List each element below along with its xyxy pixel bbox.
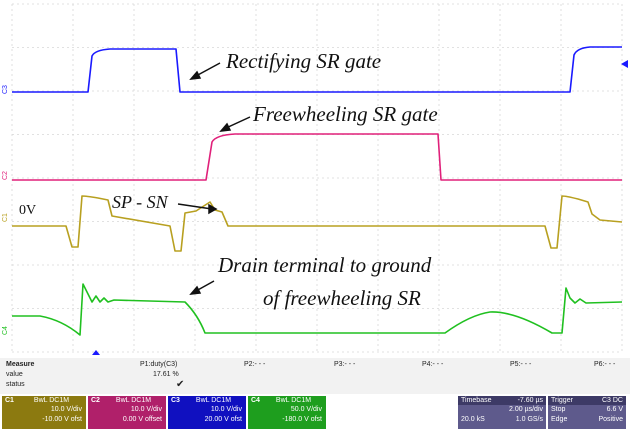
grid	[11, 3, 623, 353]
c4-level-label: C4	[2, 326, 9, 335]
trigger-title: Trigger	[551, 397, 573, 404]
p1-status-check-icon: ✔	[176, 379, 185, 390]
trigger-position-marker	[92, 350, 100, 355]
trigger-level: 6.6 V	[606, 406, 623, 413]
trigger-mode: Stop	[551, 406, 566, 413]
arrow-fw-gate-head	[219, 122, 232, 132]
c3-box-tag: BwL DC1M	[195, 397, 232, 404]
trigger-level-marker	[621, 60, 628, 68]
p4-label[interactable]: P4:- - -	[422, 361, 444, 368]
arrow-sp-sn-head	[208, 203, 218, 215]
arrow-sp-sn	[177, 203, 213, 210]
c2-offset: 0.00 V offset	[122, 416, 162, 423]
traces	[12, 46, 623, 336]
p1-label[interactable]: P1:duty(C3)	[140, 361, 178, 368]
c4-vdiv: 50.0 V/div	[290, 406, 322, 413]
p5-label[interactable]: P5:- - -	[510, 361, 532, 368]
measure-title: Measure	[6, 361, 35, 368]
c2-vdiv: 10.0 V/div	[130, 406, 162, 413]
c4-offset: -180.0 V ofst	[282, 416, 322, 423]
c3-box-name: C3	[171, 397, 180, 404]
timebase-rate: 1.0 GS/s	[515, 416, 543, 423]
sp-sn-label: SP - SN	[112, 192, 169, 212]
zero-volt-label: 0V	[19, 203, 36, 218]
arrow-fw-gate	[225, 116, 251, 129]
p1-value: 17.61 %	[153, 371, 179, 378]
arrow-rect-gate-head	[189, 70, 202, 80]
c1-offset: -10.00 V ofst	[42, 416, 82, 423]
timebase-samples: 20.0 kS	[461, 416, 485, 423]
trigger-type: Edge	[551, 416, 568, 423]
timebase-tdiv: 2.00 µs/div	[509, 406, 543, 413]
timebase-box[interactable]: Timebase -7.60 µs 2.00 µs/div 20.0 kS 1.0 …	[458, 396, 546, 429]
c3-vdiv: 10.0 V/div	[210, 406, 242, 413]
p6-label[interactable]: P6:- - -	[594, 361, 616, 368]
c2-level-label: C2	[2, 171, 9, 180]
arrow-rect-gate	[195, 62, 221, 77]
measure-panel: Measure value status P1:duty(C3) 17.61 %…	[0, 358, 630, 394]
channel-box-c2[interactable]: C2 BwL DC1M 10.0 V/div 0.00 V offset	[88, 396, 166, 429]
c1-box-name: C1	[5, 397, 14, 404]
drain-label-line2: of freewheeling SR	[263, 286, 421, 310]
channel-box-c3[interactable]: C3 BwL DC1M 10.0 V/div 20.00 V ofst	[168, 396, 246, 429]
measure-value-row: value	[6, 371, 23, 378]
c1-level-label: C1	[2, 213, 9, 222]
c2-trace	[12, 133, 622, 181]
c1-trace	[12, 195, 623, 252]
c3-level-label: C3	[2, 85, 9, 94]
c2-box-name: C2	[91, 397, 100, 404]
fw-gate-label: Freewheeling SR gate	[252, 102, 438, 126]
timebase-title: Timebase	[461, 397, 492, 404]
c4-box-name: C4	[251, 397, 260, 404]
measure-status-row: status	[6, 381, 25, 388]
c4-box-tag: BwL DC1M	[275, 397, 312, 404]
channel-box-c4[interactable]: C4 BwL DC1M 50.0 V/div -180.0 V ofst	[248, 396, 326, 429]
channel-box-c1[interactable]: C1 BwL DC1M 10.0 V/div -10.00 V ofst	[2, 396, 86, 429]
c2-box-tag: BwL DC1M	[115, 397, 152, 404]
drain-label-line1: Drain terminal to ground	[217, 253, 432, 277]
arrow-drain-head	[189, 285, 202, 295]
rect-gate-label: Rectifying SR gate	[225, 49, 381, 73]
trigger-box[interactable]: Trigger C3 DC Stop 6.6 V Edge Positive	[548, 396, 626, 429]
p2-label[interactable]: P2:- - -	[244, 361, 266, 368]
timebase-delay: -7.60 µs	[517, 397, 543, 404]
trigger-slope: Positive	[598, 416, 623, 423]
c1-box-tag: BwL DC1M	[33, 397, 70, 404]
c1-vdiv: 10.0 V/div	[50, 406, 82, 413]
c3-trace	[12, 46, 622, 93]
c4-trace	[12, 283, 623, 336]
oscilloscope-plot: C3 C2 C1 C4 Rectifying SR gate Freewheel…	[2, 3, 628, 355]
trigger-tag: C3 DC	[601, 397, 623, 404]
p3-label[interactable]: P3:- - -	[334, 361, 356, 368]
c3-offset: 20.00 V ofst	[204, 416, 242, 423]
